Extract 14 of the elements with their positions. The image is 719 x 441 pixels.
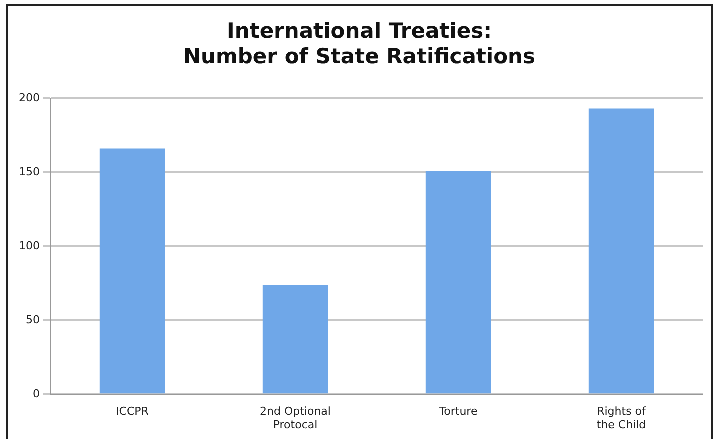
x-tick-label: Torture xyxy=(438,405,478,418)
y-tick-label: 50 xyxy=(26,313,40,326)
x-tick-label: Rights of the Child xyxy=(596,405,648,432)
y-tick-label: 150 xyxy=(18,165,40,178)
bar xyxy=(426,170,492,394)
y-tick-label: 0 xyxy=(32,387,40,400)
x-tick-label: 2nd Optional Protocal xyxy=(260,405,331,432)
chart-title: International Treaties: Number of State Ratifications xyxy=(183,19,536,68)
bar xyxy=(588,108,654,394)
bar xyxy=(100,148,166,394)
y-tick-label: 200 xyxy=(18,91,40,104)
x-tick-label: ICCPR xyxy=(116,405,150,418)
y-tick-label: 100 xyxy=(18,239,40,252)
bar xyxy=(262,285,328,394)
